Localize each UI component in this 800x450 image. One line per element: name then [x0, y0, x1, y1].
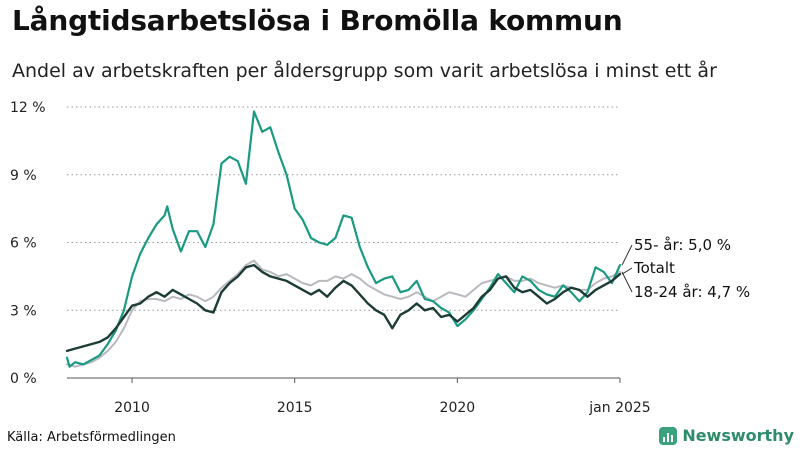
series-label-leader-age18_24	[621, 271, 633, 293]
y-tick-label-12: 12 %	[10, 100, 46, 116]
brand-logo[interactable]: Newsworthy	[659, 426, 794, 445]
series-line-total	[65, 263, 622, 353]
series-label-total: Totalt	[633, 259, 675, 277]
x-tick-label-2025: jan 2025	[588, 400, 650, 416]
x-tick-label-2015: 2015	[277, 400, 313, 416]
series-line-age18_24	[66, 259, 621, 368]
series-line-age55	[65, 110, 622, 368]
series-label-age55: 55- år: 5,0 %	[634, 236, 731, 254]
series-label-leader-age55	[621, 244, 633, 266]
x-tick-label-2020: 2020	[440, 400, 476, 416]
chart-subtitle: Andel av arbetskraften per åldersgrupp s…	[12, 60, 717, 82]
series-label-age18_24: 18-24 år: 4,7 %	[634, 283, 750, 301]
x-tick-label-2010: 2010	[114, 400, 150, 416]
source-note: Källa: Arbetsförmedlingen	[7, 430, 176, 445]
chart-title: Långtidsarbetslösa i Bromölla kommun	[12, 4, 623, 37]
y-tick-label-3: 3 %	[10, 303, 37, 319]
y-tick-label-0: 0 %	[10, 371, 37, 387]
series-label-leader-total	[621, 267, 633, 275]
y-tick-label-9: 9 %	[10, 168, 37, 184]
y-tick-label-6: 6 %	[10, 236, 37, 252]
newsworthy-logo-icon	[659, 426, 678, 445]
brand-name: Newsworthy	[682, 426, 794, 445]
